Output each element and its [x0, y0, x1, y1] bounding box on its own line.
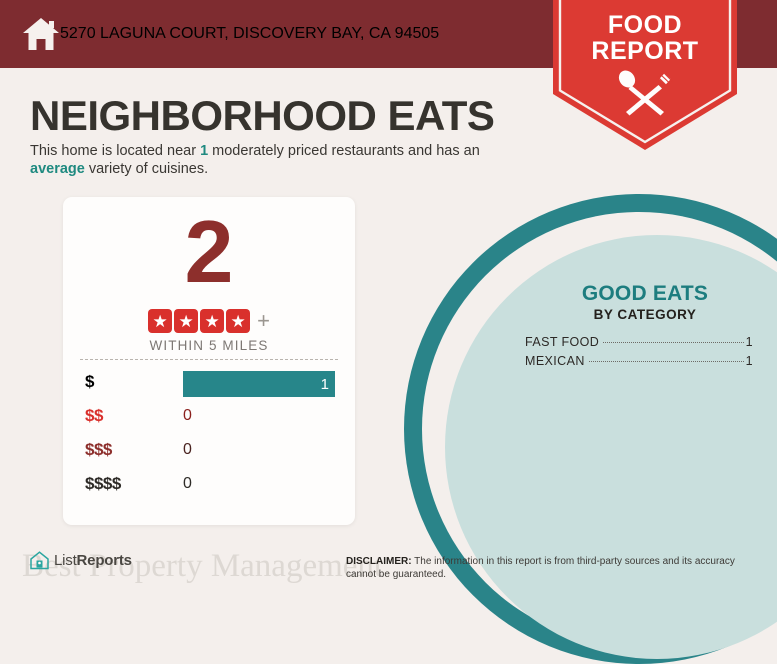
- price-row: $$$$ 0: [63, 471, 355, 505]
- page-subtitle: This home is located near 1 moderately p…: [30, 143, 530, 178]
- category-row: FAST FOOD 1: [525, 335, 777, 354]
- listreports-house-icon: [30, 551, 49, 570]
- category-count: 1: [745, 335, 753, 349]
- spoon-fork-crossed-icon: [618, 70, 674, 116]
- badge-line-2: REPORT: [591, 37, 699, 65]
- star-glyph: ★: [204, 311, 220, 331]
- subtitle-part-1: This home is located near: [30, 143, 201, 159]
- price-tier-label: $$$$: [85, 474, 121, 493]
- category-name: MEXICAN: [525, 354, 585, 368]
- subtitle-highlight-variety: average: [30, 160, 85, 177]
- star-plus-label: +: [257, 308, 270, 333]
- subtitle-part-3: variety of cuisines.: [84, 160, 209, 177]
- category-name: FAST FOOD: [525, 335, 600, 349]
- star-rating: ★ ★ ★ ★ +: [63, 309, 355, 333]
- price-bar-value: 0: [183, 441, 192, 458]
- price-row: $$$ 0: [63, 437, 355, 471]
- star-glyph: ★: [178, 311, 194, 331]
- price-bar-value: 1: [320, 375, 329, 393]
- star-icon: ★: [200, 309, 225, 333]
- badge-text: FOOD REPORT: [553, 12, 737, 64]
- badge-shape: [553, 0, 737, 150]
- watermark-text: Best Property Management: [22, 548, 384, 584]
- star-icon: ★: [148, 309, 173, 333]
- category-count: 1: [745, 354, 753, 368]
- star-icon: ★: [226, 309, 251, 333]
- listreports-logo[interactable]: ListReports: [30, 551, 132, 570]
- price-bar: 1: [183, 371, 335, 397]
- price-bar-track: 0: [183, 403, 335, 433]
- circle-fill: [445, 235, 777, 659]
- price-bar-track: 0: [183, 471, 335, 501]
- listreports-wordmark: ListReports: [54, 552, 132, 569]
- leader-dots: [588, 361, 744, 362]
- page-title: NEIGHBORHOOD EATS: [30, 92, 495, 139]
- card-divider: [80, 359, 338, 360]
- price-row: $ 1: [63, 369, 355, 403]
- badge-line-1: FOOD: [607, 11, 683, 39]
- good-eats-circle: [404, 194, 777, 664]
- restaurant-stats-card: 2 ★ ★ ★ ★ + WITHIN 5 MILES $ 1 $$ 0 $$$: [63, 197, 355, 525]
- category-list: FAST FOOD 1 MEXICAN 1: [513, 335, 777, 373]
- radius-label: WITHIN 5 MILES: [149, 338, 269, 353]
- price-bar-track: 1: [183, 369, 335, 399]
- disclaimer: DISCLAIMER: The information in this repo…: [346, 556, 766, 581]
- good-eats-panel: GOOD EATS BY CATEGORY FAST FOOD 1 MEXICA…: [513, 282, 777, 373]
- subtitle-part-2: moderately priced restaurants and has an: [208, 143, 480, 159]
- circle-white-gap: [422, 212, 777, 659]
- logo-text-bold: Reports: [76, 552, 132, 569]
- subtitle-highlight-count: 1: [200, 143, 209, 159]
- star-glyph: ★: [230, 311, 246, 331]
- logo-text-light: List: [54, 552, 77, 569]
- disclaimer-text: The information in this report is from t…: [346, 556, 735, 580]
- home-icon: [23, 18, 59, 50]
- price-tier-label: $: [85, 372, 94, 391]
- restaurant-count: 2: [184, 202, 234, 301]
- good-eats-title: GOOD EATS: [581, 282, 709, 305]
- price-tier-chart: $ 1 $$ 0 $$$ 0 $$$$ 0: [63, 369, 355, 505]
- price-bar-value: 0: [183, 475, 192, 492]
- good-eats-subtitle: BY CATEGORY: [593, 307, 697, 322]
- price-row: $$ 0: [63, 403, 355, 437]
- star-icon: ★: [174, 309, 199, 333]
- price-bar-value: 0: [183, 407, 192, 424]
- price-tier-label: $$: [85, 406, 103, 425]
- price-bar-track: 0: [183, 437, 335, 467]
- category-row: MEXICAN 1: [525, 354, 777, 373]
- food-report-badge: FOOD REPORT: [553, 0, 737, 150]
- header-address: 5270 LAGUNA COURT, DISCOVERY BAY, CA 945…: [60, 25, 440, 42]
- price-tier-label: $$$: [85, 440, 112, 459]
- leader-dots: [603, 342, 744, 343]
- disclaimer-label: DISCLAIMER:: [346, 556, 412, 567]
- star-glyph: ★: [152, 311, 168, 331]
